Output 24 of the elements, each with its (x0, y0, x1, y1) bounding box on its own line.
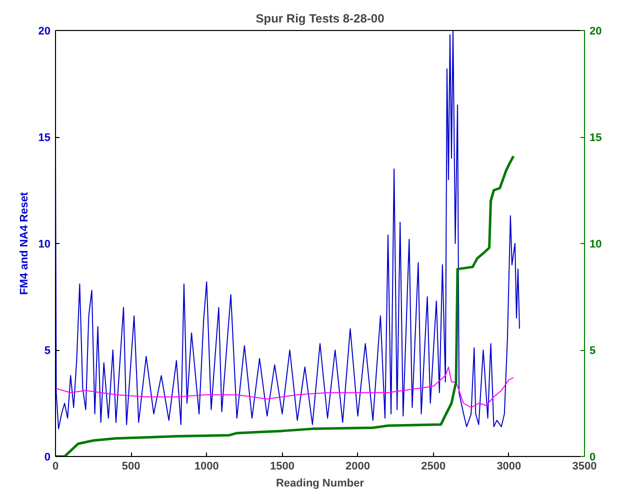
x-tick-label: 3500 (572, 460, 597, 472)
x-tick-label: 1500 (270, 460, 294, 472)
x-tick-label: 500 (122, 460, 140, 472)
chart-title: Spur Rig Tests 8-28-00 (256, 12, 385, 26)
y2-tick-label: 10 (590, 238, 602, 250)
y-axis-title: FM4 and NA4 Reset (18, 192, 30, 295)
x-tick-label: 2500 (421, 460, 446, 472)
y2-tick-label: 15 (590, 132, 602, 144)
y-tick-label: 5 (44, 345, 51, 357)
line-series (56, 366, 514, 408)
x-tick-label: 3000 (496, 460, 522, 472)
x-axis-title: Reading Number (276, 478, 365, 490)
y-tick-label: 10 (38, 238, 51, 250)
y-tick-label: 15 (38, 132, 51, 144)
y-tick-label: 20 (38, 26, 51, 38)
x-tick-label: 0 (52, 460, 59, 472)
y2-tick-label: 20 (590, 26, 602, 38)
x-tick-label: 1000 (194, 460, 219, 472)
y-tick-label: 0 (44, 452, 51, 464)
line-series (56, 154, 515, 456)
y2-tick-label: 5 (590, 345, 596, 357)
line-series (56, 30, 520, 430)
y2-tick-label: 0 (590, 452, 596, 464)
x-tick-label: 2000 (346, 460, 370, 472)
